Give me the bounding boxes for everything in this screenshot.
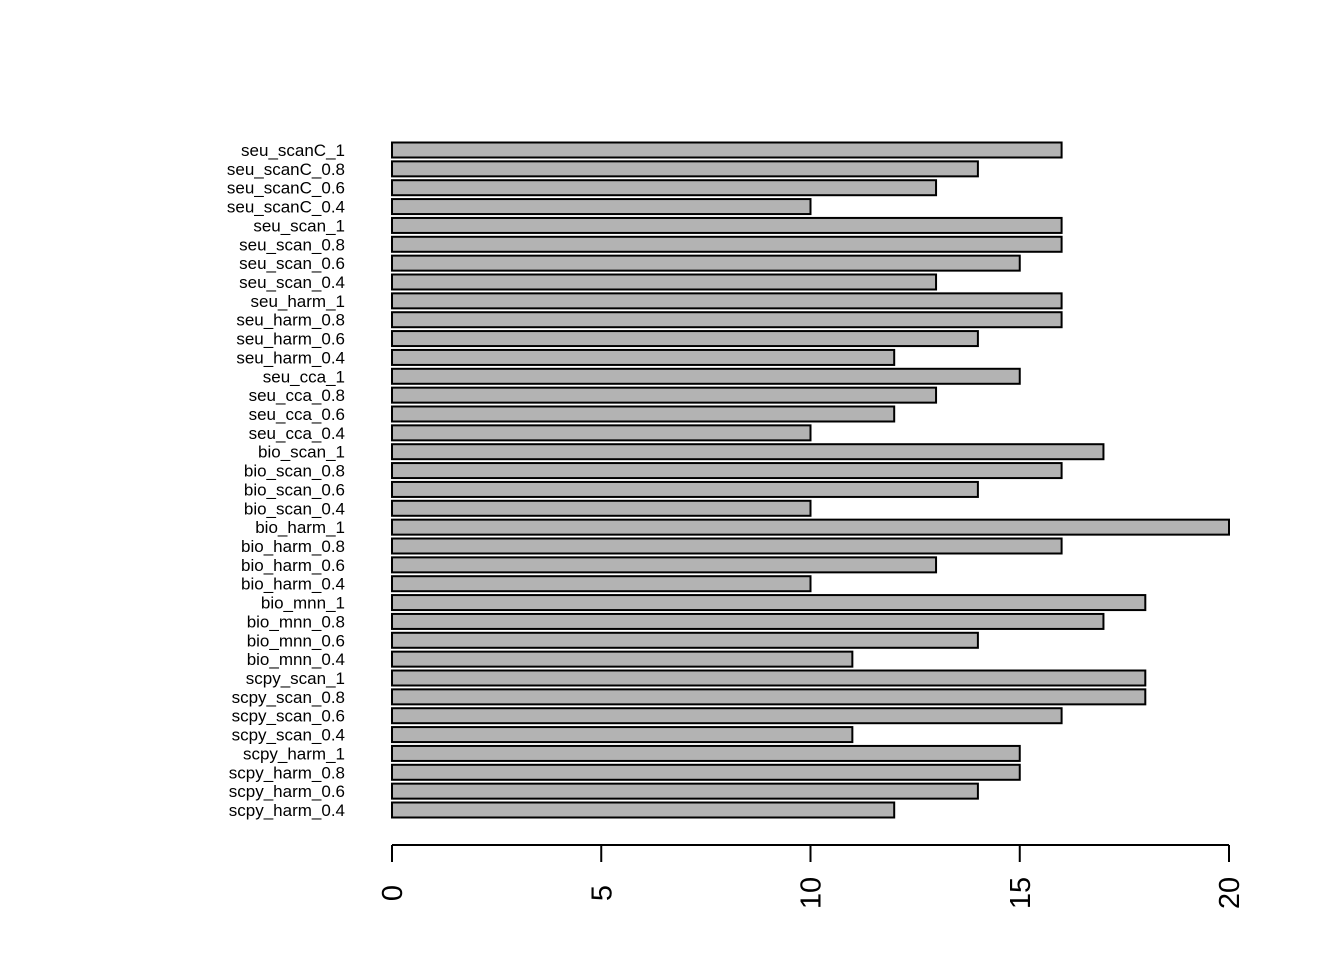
y-tick-label: bio_harm_0.4 xyxy=(241,575,345,594)
y-tick-label: seu_harm_1 xyxy=(250,292,345,311)
y-tick-label: scpy_harm_0.4 xyxy=(229,801,345,820)
bar xyxy=(391,763,1021,781)
x-tick-label: 15 xyxy=(1005,877,1037,909)
y-tick-label: scpy_scan_0.4 xyxy=(232,726,345,745)
y-tick-label: bio_scan_0.6 xyxy=(244,480,345,499)
bar xyxy=(391,424,812,442)
y-tick-label: bio_harm_1 xyxy=(255,518,345,537)
bar xyxy=(391,612,1105,630)
y-tick-label: bio_mnn_1 xyxy=(261,594,345,613)
bar xyxy=(391,744,1021,762)
bar xyxy=(391,179,938,197)
y-tick-label: seu_cca_0.8 xyxy=(249,386,345,405)
bar xyxy=(391,707,1063,725)
y-tick-label: scpy_harm_1 xyxy=(243,744,345,763)
y-tick-label: seu_harm_0.8 xyxy=(236,311,345,330)
bar xyxy=(391,273,938,291)
y-tick-label: scpy_scan_0.8 xyxy=(232,688,345,707)
y-tick-label: bio_mnn_0.6 xyxy=(247,631,345,650)
bar xyxy=(391,405,896,423)
bar xyxy=(391,594,1147,612)
x-tick-label: 5 xyxy=(586,885,618,901)
y-tick-label: scpy_scan_1 xyxy=(246,669,345,688)
y-tick-label: seu_scan_0.6 xyxy=(239,254,345,273)
y-tick-label: seu_scanC_1 xyxy=(241,141,345,160)
y-tick-label: scpy_harm_0.8 xyxy=(229,763,345,782)
y-tick-label: scpy_scan_0.6 xyxy=(232,707,345,726)
bar xyxy=(391,292,1063,310)
x-tick-label: 0 xyxy=(377,885,409,901)
bar xyxy=(391,198,812,216)
bar xyxy=(391,160,979,178)
bar xyxy=(391,480,979,498)
y-tick-label: bio_scan_0.4 xyxy=(244,499,345,518)
bar xyxy=(391,518,1230,536)
y-tick-label: bio_scan_1 xyxy=(258,443,345,462)
bar xyxy=(391,631,979,649)
y-tick-label: seu_harm_0.4 xyxy=(236,348,345,367)
x-tick-label: 20 xyxy=(1214,877,1246,909)
bar xyxy=(391,801,896,819)
bar xyxy=(391,311,1063,329)
bar xyxy=(391,688,1147,706)
y-tick-label: bio_harm_0.6 xyxy=(241,556,345,575)
y-tick-label: seu_scanC_0.4 xyxy=(227,198,345,217)
bar xyxy=(391,462,1063,480)
bar xyxy=(391,556,938,574)
bar xyxy=(391,254,1021,272)
y-tick-label: seu_scan_1 xyxy=(253,216,345,235)
y-tick-label: seu_scanC_0.8 xyxy=(227,160,345,179)
bar xyxy=(391,330,979,348)
y-tick-label: seu_cca_1 xyxy=(263,367,345,386)
bar xyxy=(391,726,854,744)
y-tick-label: bio_scan_0.8 xyxy=(244,462,345,481)
y-tick-label: seu_harm_0.6 xyxy=(236,330,345,349)
bar xyxy=(391,499,812,517)
bar xyxy=(391,443,1105,461)
bar xyxy=(391,235,1063,253)
y-tick-label: seu_cca_0.6 xyxy=(249,405,345,424)
bar xyxy=(391,782,979,800)
bar xyxy=(391,141,1063,159)
bar xyxy=(391,348,896,366)
bar xyxy=(391,650,854,668)
y-tick-label: bio_mnn_0.4 xyxy=(247,650,345,669)
y-tick-label: scpy_harm_0.6 xyxy=(229,782,345,801)
bar xyxy=(391,367,1021,385)
x-tick-label: 10 xyxy=(796,877,828,909)
bar xyxy=(391,386,938,404)
bar xyxy=(391,216,1063,234)
bar xyxy=(391,537,1063,555)
y-tick-label: seu_scanC_0.6 xyxy=(227,179,345,198)
y-tick-label: seu_cca_0.4 xyxy=(249,424,345,443)
bar xyxy=(391,669,1147,687)
y-tick-label: bio_mnn_0.8 xyxy=(247,612,345,631)
bar xyxy=(391,575,812,593)
y-tick-label: seu_scan_0.4 xyxy=(239,273,345,292)
y-tick-label: seu_scan_0.8 xyxy=(239,235,345,254)
y-tick-label: bio_harm_0.8 xyxy=(241,537,345,556)
